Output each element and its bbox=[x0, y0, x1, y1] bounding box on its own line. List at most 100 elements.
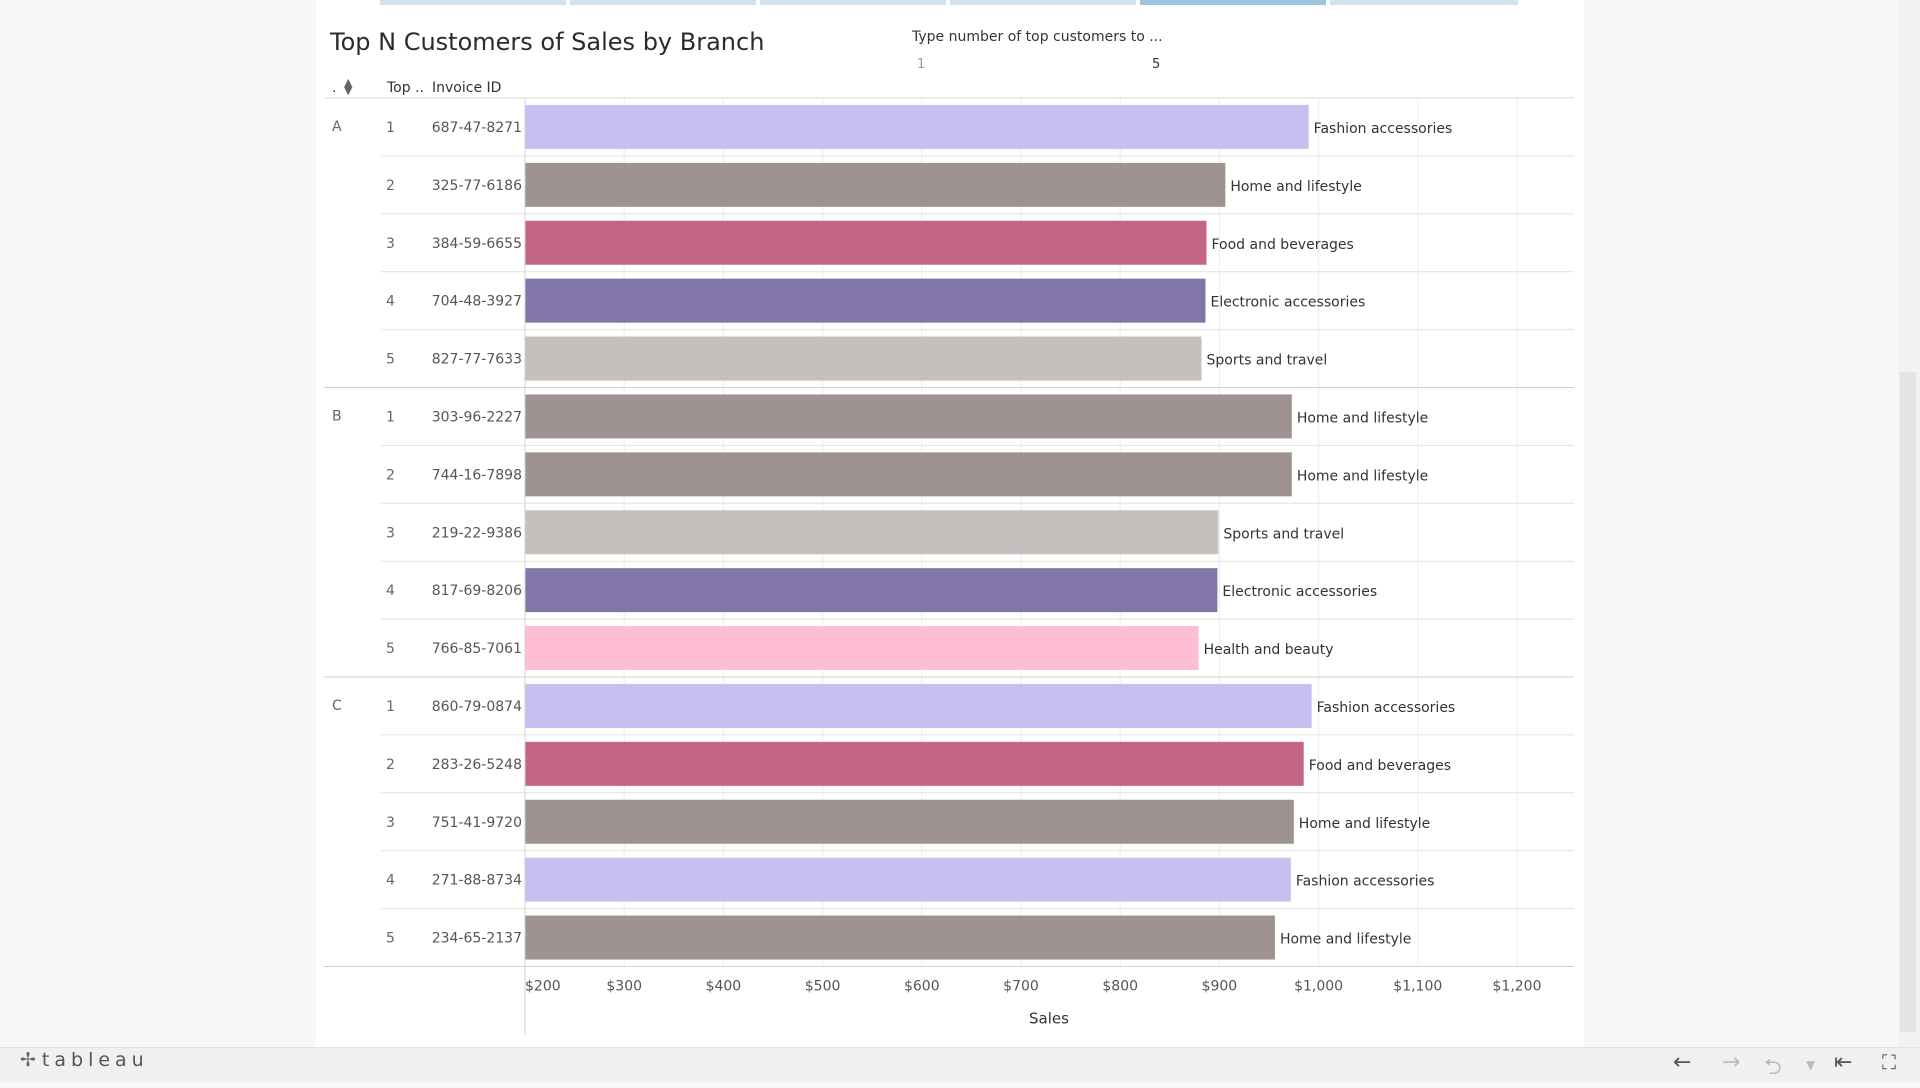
x-tick-label: $900 bbox=[1202, 979, 1238, 995]
revert-dropdown-icon[interactable]: ▼ bbox=[1806, 1058, 1816, 1072]
bar-category-label: Food and beverages bbox=[1212, 237, 1354, 253]
tab-2[interactable] bbox=[570, 0, 756, 5]
invoice-id-label: 283-26-5248 bbox=[432, 757, 522, 773]
tab-6[interactable] bbox=[1330, 0, 1518, 5]
bar-category-label: Electronic accessories bbox=[1222, 584, 1377, 600]
bar[interactable] bbox=[525, 336, 1202, 381]
sort-icon[interactable]: ▲ ▼ bbox=[344, 76, 353, 97]
invoice-id-label: 860-79-0874 bbox=[432, 699, 522, 715]
footer-toolbar bbox=[0, 1047, 1920, 1081]
page-title: Top N Customers of Sales by Branch bbox=[330, 28, 765, 56]
invoice-id-label: 234-65-2137 bbox=[432, 931, 522, 947]
rank-label: 3 bbox=[386, 815, 395, 831]
bar-category-label: Electronic accessories bbox=[1211, 295, 1366, 311]
bar-category-label: Fashion accessories bbox=[1317, 700, 1456, 716]
bar[interactable] bbox=[525, 568, 1218, 613]
rank-label: 5 bbox=[386, 352, 395, 368]
bar[interactable] bbox=[525, 741, 1304, 786]
tableau-logo[interactable]: ✢ tableau bbox=[20, 1049, 149, 1071]
branch-header: . bbox=[332, 80, 337, 96]
invoice-id-label: 827-77-7633 bbox=[432, 352, 522, 368]
bar-category-label: Fashion accessories bbox=[1314, 121, 1453, 137]
rank-label: 4 bbox=[386, 294, 395, 310]
rank-label: 4 bbox=[386, 583, 395, 599]
invoice-id-label: 687-47-8271 bbox=[432, 120, 522, 136]
fullscreen-icon[interactable]: ⛶ bbox=[1882, 1050, 1896, 1074]
invoice-id-label: 271-88-8734 bbox=[432, 873, 522, 889]
bar[interactable] bbox=[525, 799, 1294, 844]
parameter-min-label: 1 bbox=[917, 57, 926, 72]
rank-label: 2 bbox=[386, 178, 395, 194]
rank-label: 3 bbox=[386, 525, 395, 541]
x-axis-title: Sales bbox=[1029, 1010, 1069, 1028]
x-tick-label: $500 bbox=[805, 979, 841, 995]
tab-4[interactable] bbox=[950, 0, 1136, 5]
rank-label: 5 bbox=[386, 641, 395, 657]
bar[interactable] bbox=[525, 915, 1275, 960]
scrollbar-thumb[interactable] bbox=[1900, 372, 1916, 1032]
invoice-id-label: 325-77-6186 bbox=[432, 178, 522, 194]
rank-label: 2 bbox=[386, 757, 395, 773]
bar-category-label: Home and lifestyle bbox=[1230, 179, 1361, 195]
revert-icon[interactable]: ⮌ bbox=[1764, 1055, 1782, 1080]
bar[interactable] bbox=[525, 452, 1292, 497]
branch-label: B bbox=[332, 409, 342, 425]
rank-label: 1 bbox=[386, 120, 395, 136]
branch-label: C bbox=[332, 698, 342, 714]
x-tick-label: $400 bbox=[706, 979, 742, 995]
rank-label: 4 bbox=[386, 873, 395, 889]
bar-category-label: Sports and travel bbox=[1207, 353, 1328, 369]
bar-category-label: Home and lifestyle bbox=[1297, 468, 1428, 484]
reset-to-start-icon[interactable]: ⇤ bbox=[1834, 1050, 1853, 1075]
invoice-id-label: 751-41-9720 bbox=[432, 815, 522, 831]
parameter-value-input[interactable]: 5 bbox=[1152, 57, 1161, 72]
bar-chart: A 1 687-47-8271 Fashion accessories 2 325-77-… bbox=[324, 97, 1574, 1035]
branch-label: A bbox=[332, 119, 342, 135]
rank-label: 3 bbox=[386, 236, 395, 252]
bar[interactable] bbox=[525, 626, 1199, 671]
invoice-id-label: 817-69-8206 bbox=[432, 583, 522, 599]
bar-category-label: Health and beauty bbox=[1204, 642, 1334, 658]
x-tick-label: $200 bbox=[525, 979, 561, 995]
tab-1[interactable] bbox=[380, 0, 566, 5]
bar[interactable] bbox=[525, 278, 1206, 323]
x-tick-label: $700 bbox=[1003, 979, 1039, 995]
x-tick-label: $1,200 bbox=[1493, 979, 1542, 995]
bar[interactable] bbox=[525, 510, 1219, 555]
bar-category-label: Home and lifestyle bbox=[1280, 932, 1411, 948]
rank-label: 1 bbox=[386, 409, 395, 425]
tableau-logo-text: tableau bbox=[41, 1049, 149, 1071]
invoice-id-label: 384-59-6655 bbox=[432, 236, 522, 252]
bar[interactable] bbox=[525, 683, 1312, 728]
bar-category-label: Fashion accessories bbox=[1296, 874, 1435, 890]
undo-icon[interactable]: ← bbox=[1673, 1050, 1692, 1075]
x-tick-label: $300 bbox=[606, 979, 642, 995]
invoice-id-label: 303-96-2227 bbox=[432, 409, 522, 425]
x-tick-label: $1,000 bbox=[1294, 979, 1343, 995]
x-tick-label: $1,100 bbox=[1393, 979, 1442, 995]
parameter-label: Type number of top customers to ... bbox=[912, 29, 1163, 45]
bar-category-label: Home and lifestyle bbox=[1297, 410, 1428, 426]
bar-category-label: Sports and travel bbox=[1223, 526, 1344, 542]
rank-label: 5 bbox=[386, 931, 395, 947]
invoice-id-label: 766-85-7061 bbox=[432, 641, 522, 657]
redo-icon[interactable]: → bbox=[1722, 1050, 1741, 1075]
bar[interactable] bbox=[525, 220, 1207, 265]
bar[interactable] bbox=[525, 104, 1309, 149]
rank-header: Top .. bbox=[387, 80, 424, 96]
tab-5-active[interactable] bbox=[1140, 0, 1326, 5]
bar[interactable] bbox=[525, 162, 1226, 207]
bar[interactable] bbox=[525, 857, 1291, 902]
tableau-logo-icon: ✢ bbox=[20, 1049, 36, 1071]
bar-category-label: Food and beverages bbox=[1309, 758, 1451, 774]
bar[interactable] bbox=[525, 394, 1292, 439]
invoice-id-label: 219-22-9386 bbox=[432, 525, 522, 541]
x-tick-label: $600 bbox=[904, 979, 940, 995]
rank-label: 1 bbox=[386, 699, 395, 715]
bar-category-label: Home and lifestyle bbox=[1299, 816, 1430, 832]
invoice-id-label: 704-48-3927 bbox=[432, 294, 522, 310]
tab-3[interactable] bbox=[760, 0, 946, 5]
invoice-header: Invoice ID bbox=[432, 80, 502, 96]
invoice-id-label: 744-16-7898 bbox=[432, 467, 522, 483]
x-tick-label: $800 bbox=[1102, 979, 1138, 995]
